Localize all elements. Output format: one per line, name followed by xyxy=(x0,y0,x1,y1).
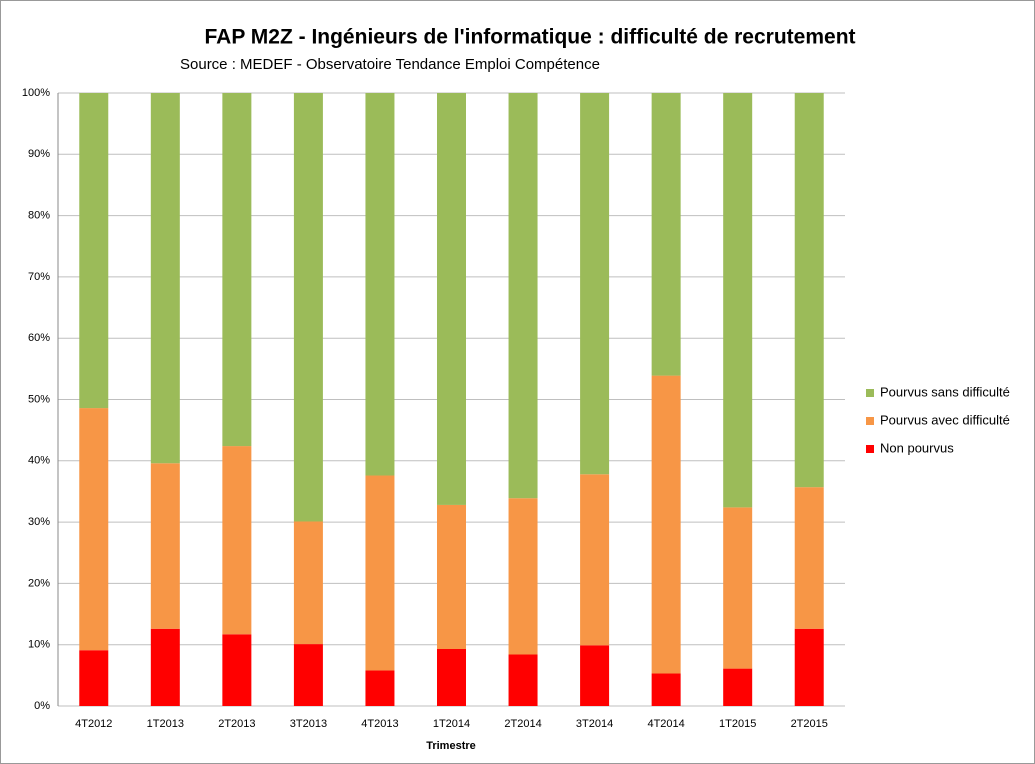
y-tick-label: 20% xyxy=(28,577,50,589)
x-tick-label: 4T2014 xyxy=(647,718,684,730)
bar-segment xyxy=(437,93,466,505)
bar-segment xyxy=(508,654,538,706)
bar-segment xyxy=(222,446,252,635)
x-tick-label: 3T2013 xyxy=(290,718,327,730)
y-tick-label: 70% xyxy=(28,271,50,283)
bar-segment xyxy=(293,521,323,645)
bar-segment xyxy=(508,93,538,499)
y-tick-label: 80% xyxy=(28,210,50,222)
bar-segment xyxy=(794,628,824,706)
bar-segment xyxy=(437,504,466,649)
x-tick-label: 4T2013 xyxy=(361,718,398,730)
x-axis-title: Trimestre xyxy=(426,740,476,752)
y-tick-label: 0% xyxy=(34,700,50,712)
legend-swatch xyxy=(866,417,874,425)
bar-segment xyxy=(651,375,681,674)
y-tick-label: 30% xyxy=(28,516,50,528)
y-tick-label: 100% xyxy=(22,87,50,99)
bar-segment xyxy=(365,475,395,671)
x-tick-label: 4T2012 xyxy=(75,718,112,730)
bar-segment xyxy=(580,645,610,706)
y-tick-label: 10% xyxy=(28,639,50,651)
bar-segment xyxy=(508,498,538,655)
bar-segment xyxy=(222,634,252,706)
x-tick-label: 1T2015 xyxy=(719,718,756,730)
x-tick-label: 2T2013 xyxy=(218,718,255,730)
x-tick-label: 2T2015 xyxy=(791,718,828,730)
x-tick-label: 2T2014 xyxy=(504,718,541,730)
y-tick-label: 50% xyxy=(28,393,50,405)
bar-segment xyxy=(222,93,252,447)
x-tick-label: 1T2014 xyxy=(433,718,470,730)
bar-segment xyxy=(580,474,610,646)
bar-segment xyxy=(723,93,753,508)
bar-segment xyxy=(365,93,395,476)
bar-segment xyxy=(437,648,466,706)
chart-title: FAP M2Z - Ingénieurs de l'informatique :… xyxy=(204,26,855,49)
legend-swatch xyxy=(866,445,874,453)
bar-segment xyxy=(150,628,180,706)
bar-segment xyxy=(651,673,681,706)
legend-label: Pourvus avec difficulté xyxy=(880,412,1010,427)
bar-segment xyxy=(794,487,824,629)
y-tick-label: 90% xyxy=(28,148,50,160)
bar-segment xyxy=(79,93,109,409)
y-tick-label: 40% xyxy=(28,455,50,467)
legend-label: Non pourvus xyxy=(880,440,954,455)
legend-label: Pourvus sans difficulté xyxy=(880,384,1010,399)
x-tick-label: 3T2014 xyxy=(576,718,613,730)
x-tick-label: 1T2013 xyxy=(147,718,184,730)
legend-swatch xyxy=(866,389,874,397)
bar-segment xyxy=(651,93,681,376)
bar-segment xyxy=(723,507,753,669)
bar-segment xyxy=(365,670,395,706)
bar-segment xyxy=(580,93,610,475)
y-tick-label: 60% xyxy=(28,332,50,344)
bar-segment xyxy=(293,644,323,706)
chart-subtitle: Source : MEDEF - Observatoire Tendance E… xyxy=(180,56,600,73)
bar-segment xyxy=(150,463,180,629)
bar-segment xyxy=(293,93,323,522)
bar-segment xyxy=(723,668,753,706)
bar-segment xyxy=(794,93,824,488)
bar-segment xyxy=(150,93,180,464)
bar-segment xyxy=(79,408,109,651)
bar-segment xyxy=(79,650,109,706)
